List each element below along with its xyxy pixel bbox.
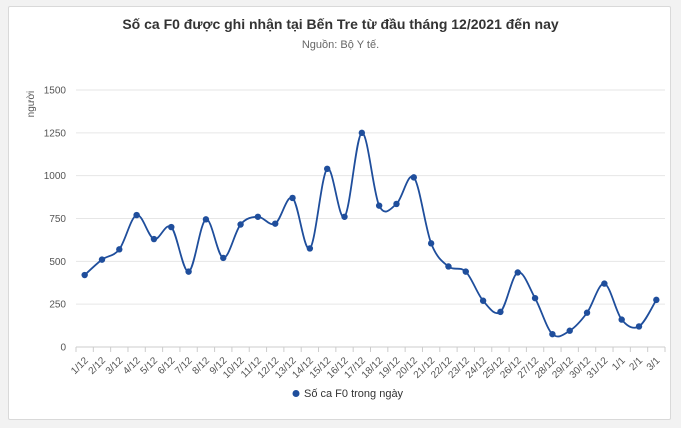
data-point [497,308,504,316]
data-point [237,221,244,228]
data-point [168,223,175,231]
x-tick-label: 1/1 [610,355,628,373]
data-point [289,194,296,202]
data-point [653,296,660,304]
data-point [635,323,643,330]
data-point [583,309,591,316]
data-point [323,165,331,173]
y-tick-label: 500 [49,257,66,268]
x-tick-label: 7/12 [173,355,195,377]
data-point [254,213,262,220]
y-tick-label: 750 [49,214,66,225]
data-point [202,216,210,223]
data-point [462,268,469,275]
data-point [549,330,556,338]
data-point [133,211,140,219]
y-tick-label: 250 [49,300,66,311]
data-point [427,240,435,247]
x-tick-label: 5/12 [139,355,161,377]
data-point [566,327,573,334]
x-tick-label: 2/12 [87,355,109,377]
data-point [98,256,106,263]
data-point [531,294,539,302]
y-tick-label: 0 [60,343,66,354]
data-point [601,280,608,287]
x-tick-label: 2/1 [628,355,646,373]
x-tick-label: 3/1 [645,355,663,373]
chart-title: Số ca F0 được ghi nhận tại Bến Tre từ đầ… [122,16,559,32]
data-point [220,254,227,262]
x-tick-label: 1/12 [69,355,91,377]
series-line [84,131,658,338]
data-point [375,202,383,209]
legend-marker [292,390,300,397]
data-point [445,263,452,270]
data-point [341,213,348,220]
y-tick-label: 1000 [44,171,67,182]
data-point [306,245,314,252]
data-point [358,129,366,137]
data-point [618,316,625,323]
data-point [514,269,521,276]
chart-card [8,6,671,420]
data-point [393,200,400,208]
x-tick-label: 8/12 [191,355,213,377]
y-tick-label: 1500 [44,86,67,97]
data-point [272,220,279,227]
x-tick-label: 3/12 [104,355,126,377]
data-point [410,174,418,181]
data-point [81,271,88,279]
data-point [479,297,487,304]
legend-label: Số ca F0 trong ngày [304,388,404,400]
y-tick-label: 1250 [44,128,67,139]
data-point [116,246,123,253]
y-axis-label: người [26,91,37,118]
x-tick-label: 4/12 [121,355,143,377]
chart-subtitle: Nguồn: Bộ Y tế. [301,39,380,51]
data-point [185,268,192,275]
x-tick-label: 6/12 [156,355,178,377]
data-point [150,235,158,243]
